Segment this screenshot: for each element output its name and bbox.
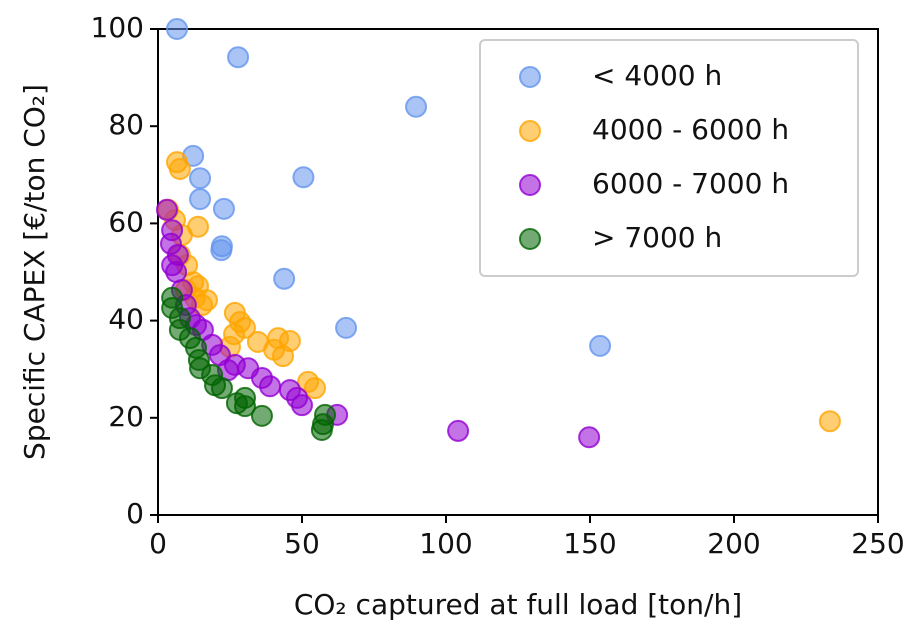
point <box>165 261 188 283</box>
point <box>168 157 191 180</box>
x-tick-label: 50 <box>284 527 320 560</box>
point <box>578 426 601 449</box>
point <box>310 418 333 441</box>
point <box>227 46 250 69</box>
point <box>155 198 178 221</box>
y-tick-label: 0 <box>126 497 144 530</box>
plot-frame <box>157 28 879 516</box>
point <box>210 239 233 262</box>
point <box>405 95 428 118</box>
point <box>589 334 612 357</box>
x-tick-label: 250 <box>851 527 904 560</box>
point <box>259 375 282 398</box>
legend-box <box>479 39 859 277</box>
point <box>271 345 294 368</box>
point <box>447 419 470 442</box>
point <box>189 188 212 211</box>
point <box>292 166 315 189</box>
y-tick-label: 20 <box>108 400 144 433</box>
legend-label: 4000 - 6000 h <box>592 113 789 146</box>
point <box>303 377 326 400</box>
legend-marker <box>519 228 541 250</box>
x-tick-label: 0 <box>149 527 167 560</box>
point <box>335 316 358 339</box>
legend-marker <box>519 120 541 142</box>
x-tick-label: 100 <box>419 527 472 560</box>
y-axis-label: Specific CAPEX [€/ton CO₂] <box>18 84 51 460</box>
point <box>210 377 233 400</box>
y-tick-label: 100 <box>91 11 144 44</box>
point <box>250 404 273 427</box>
y-tick-label: 60 <box>108 205 144 238</box>
point <box>273 267 296 290</box>
legend-label: > 7000 h <box>592 221 722 254</box>
point <box>189 167 212 190</box>
legend-label: < 4000 h <box>592 59 722 92</box>
legend-label: 6000 - 7000 h <box>592 167 789 200</box>
point <box>233 395 256 418</box>
x-axis-label: CO₂ captured at full load [ton/h] <box>294 588 742 621</box>
legend-marker <box>519 174 541 196</box>
point <box>212 197 235 220</box>
point <box>166 18 189 40</box>
y-tick-label: 80 <box>108 108 144 141</box>
point <box>818 410 841 433</box>
x-tick-label: 150 <box>563 527 616 560</box>
legend-marker <box>519 66 541 88</box>
x-tick-label: 200 <box>707 527 760 560</box>
y-tick-label: 40 <box>108 303 144 336</box>
point <box>291 394 313 417</box>
